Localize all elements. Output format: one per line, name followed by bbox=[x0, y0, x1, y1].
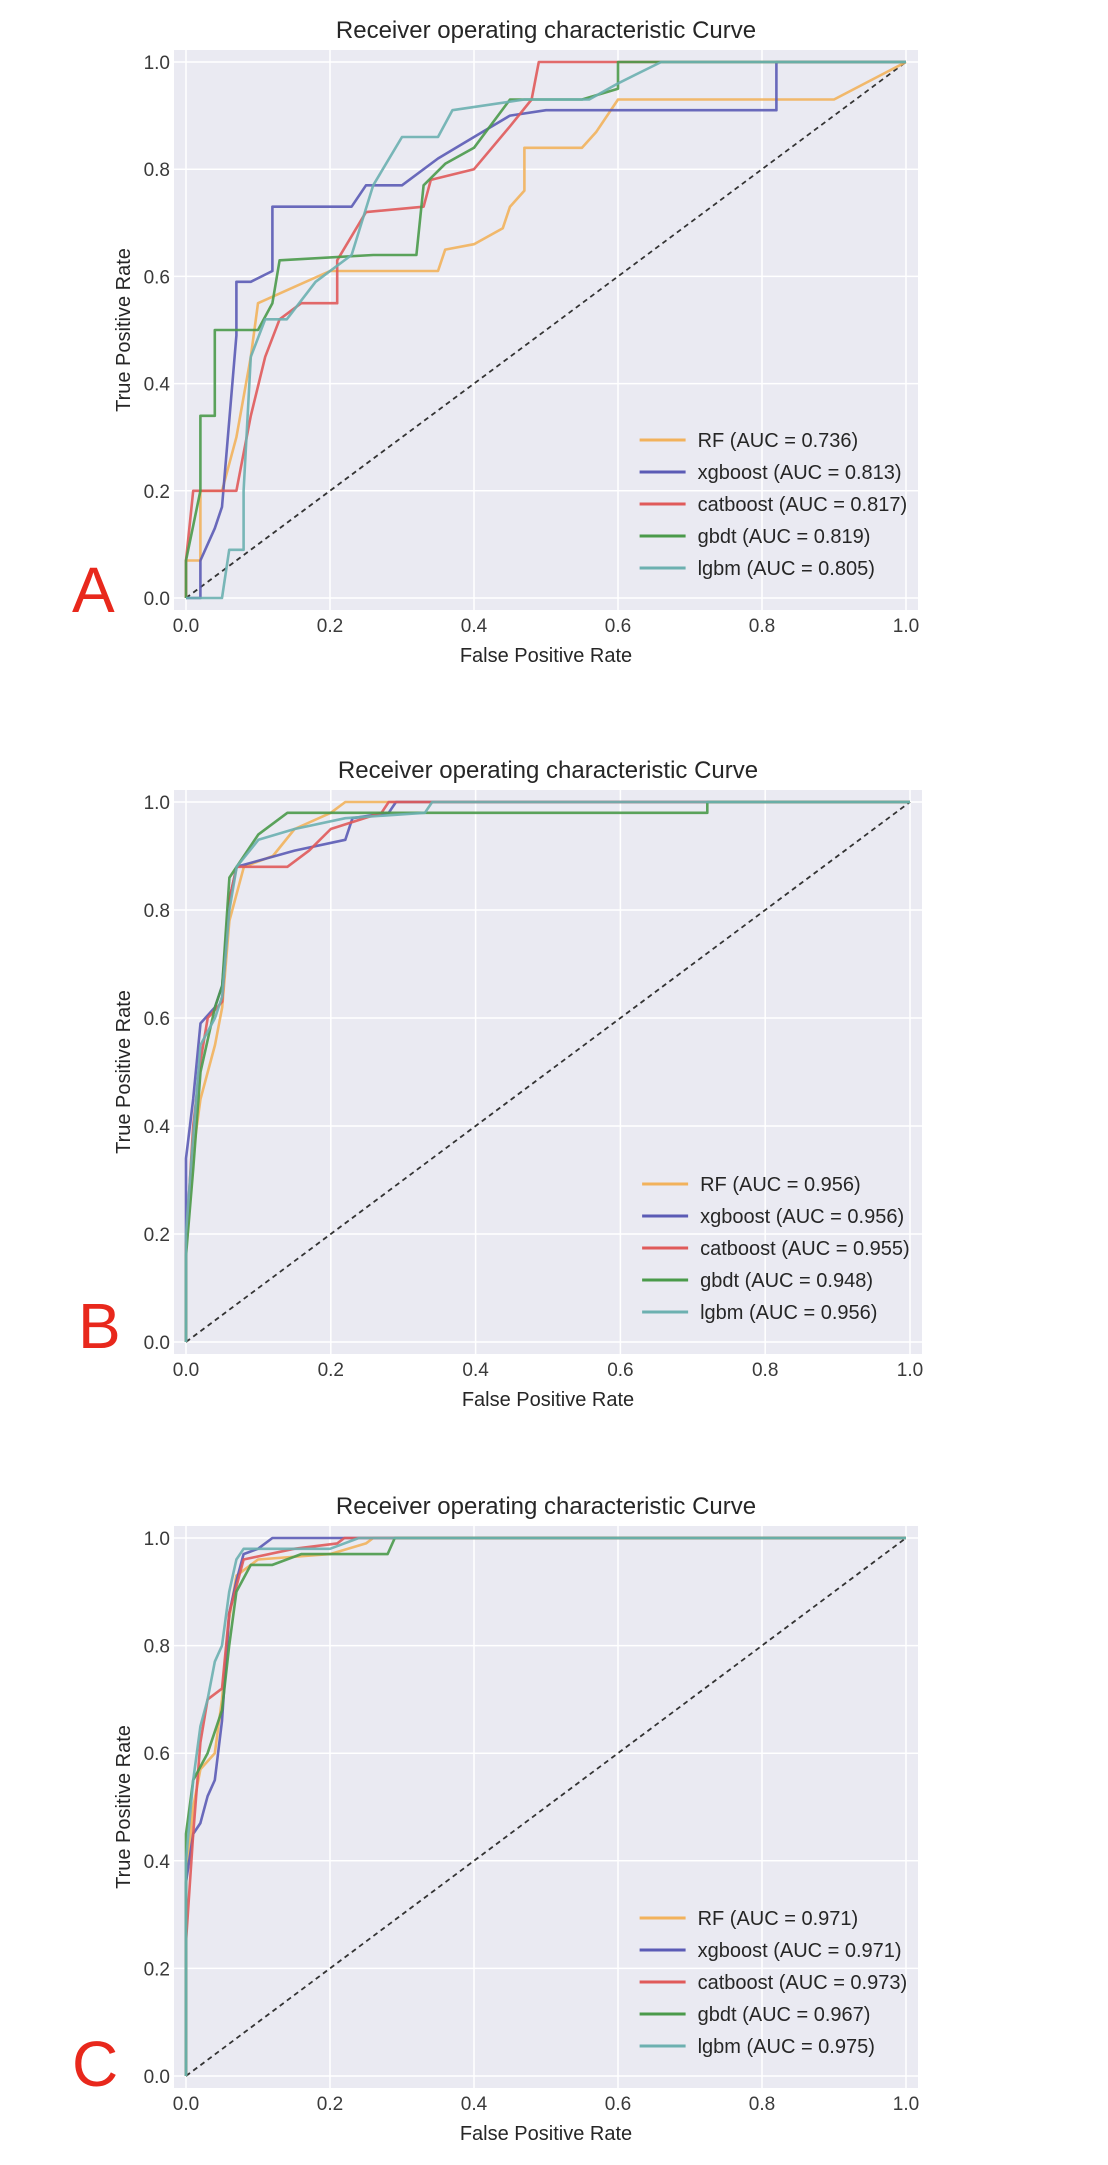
legend: RF (AUC = 0.971) xgboost (AUC = 0.971) cat… bbox=[639, 1908, 908, 2058]
y-tick-label: 0.4 bbox=[144, 1117, 171, 1138]
x-tick-label: 0.2 bbox=[318, 1360, 344, 1381]
y-tick-label: 1.0 bbox=[144, 1529, 170, 1550]
plot-background bbox=[174, 1526, 918, 2088]
legend: RF (AUC = 0.736) xgboost (AUC = 0.813) cat… bbox=[639, 430, 908, 580]
x-tick-label: 0.6 bbox=[605, 2094, 631, 2115]
x-tick-label: 0.4 bbox=[461, 616, 488, 637]
legend-entry-catboost: catboost (AUC = 0.973) bbox=[698, 1972, 908, 1994]
legend-entry-xgboost: xgboost (AUC = 0.971) bbox=[698, 1940, 902, 1962]
y-tick-label: 0.6 bbox=[144, 267, 170, 288]
legend-entry-lgbm: lgbm (AUC = 0.956) bbox=[700, 1302, 877, 1324]
panel-label: B bbox=[78, 1290, 121, 1362]
legend-entry-RF: RF (AUC = 0.736) bbox=[698, 430, 859, 452]
legend-entry-gbdt: gbdt (AUC = 0.819) bbox=[698, 526, 871, 548]
legend-entry-catboost: catboost (AUC = 0.955) bbox=[700, 1238, 910, 1260]
y-tick-label: 0.4 bbox=[144, 1852, 171, 1873]
roc-panel-a: 0.0 0.2 0.4 0.6 0.8 1.0 0.0 0.2 0.4 0.6 0.8 1.0 Rece… bbox=[72, 17, 919, 667]
x-tick-label: 0.2 bbox=[317, 2094, 343, 2115]
legend-entry-lgbm: lgbm (AUC = 0.975) bbox=[698, 2036, 875, 2058]
chart-title: Receiver operating characteristic Curve bbox=[336, 17, 756, 44]
x-axis-label: False Positive Rate bbox=[460, 2123, 632, 2145]
chart-title: Receiver operating characteristic Curve bbox=[338, 757, 758, 784]
chance-diagonal-line bbox=[185, 801, 911, 1343]
roc-line-catboost bbox=[184, 60, 906, 598]
plot-background bbox=[174, 50, 918, 610]
y-tick-label: 1.0 bbox=[144, 53, 170, 74]
roc-panel-b: 0.0 0.2 0.4 0.6 0.8 1.0 0.0 0.2 0.4 0.6 0.8 1.0 Rece… bbox=[78, 757, 923, 1411]
y-tick-label: 0.8 bbox=[144, 901, 170, 922]
roc-line-lgbm bbox=[184, 800, 910, 1342]
roc-line-xgboost bbox=[186, 60, 906, 600]
legend-entry-xgboost: xgboost (AUC = 0.813) bbox=[698, 462, 902, 484]
roc-line-lgbm bbox=[186, 60, 906, 600]
x-tick-label: 0.8 bbox=[749, 616, 775, 637]
x-tick-label: 1.0 bbox=[893, 2094, 919, 2115]
x-tick-label: 0.4 bbox=[462, 1360, 489, 1381]
panel-label: A bbox=[72, 554, 115, 626]
legend-entry-RF: RF (AUC = 0.971) bbox=[698, 1908, 859, 1930]
y-axis-label: True Positive Rate bbox=[113, 1725, 135, 1889]
legend: RF (AUC = 0.956) xgboost (AUC = 0.956) cat… bbox=[642, 1174, 910, 1324]
y-tick-label: 0.4 bbox=[144, 375, 171, 396]
y-tick-label: 0.6 bbox=[144, 1009, 170, 1030]
roc-line-catboost bbox=[184, 1536, 906, 2076]
y-tick-label: 0.8 bbox=[144, 1637, 170, 1658]
y-tick-label: 0.0 bbox=[144, 1333, 170, 1354]
roc-line-lgbm bbox=[184, 1536, 906, 2076]
x-tick-label: 0.0 bbox=[173, 616, 199, 637]
x-tick-label: 0.8 bbox=[749, 2094, 775, 2115]
y-tick-label: 0.8 bbox=[144, 160, 170, 181]
roc-panel-c: 0.0 0.2 0.4 0.6 0.8 1.0 0.0 0.2 0.4 0.6 0.8 1.0 Rece… bbox=[72, 1493, 919, 2145]
x-axis-label: False Positive Rate bbox=[462, 1389, 634, 1411]
legend-entry-xgboost: xgboost (AUC = 0.956) bbox=[700, 1206, 904, 1228]
legend-entry-lgbm: lgbm (AUC = 0.805) bbox=[698, 558, 875, 580]
y-tick-label: 0.6 bbox=[144, 1744, 170, 1765]
chance-diagonal-line bbox=[185, 61, 907, 599]
panel-label: C bbox=[72, 2028, 118, 2100]
y-tick-label: 0.2 bbox=[144, 1225, 170, 1246]
x-tick-label: 0.2 bbox=[317, 616, 343, 637]
y-tick-label: 1.0 bbox=[144, 793, 170, 814]
x-axis-label: False Positive Rate bbox=[460, 645, 632, 667]
chance-diagonal-line bbox=[185, 1537, 907, 2077]
x-tick-label: 0.6 bbox=[607, 1360, 633, 1381]
legend-entry-catboost: catboost (AUC = 0.817) bbox=[698, 494, 908, 516]
y-tick-label: 0.0 bbox=[144, 2067, 170, 2088]
x-tick-label: 0.0 bbox=[173, 1360, 199, 1381]
legend-entry-gbdt: gbdt (AUC = 0.948) bbox=[700, 1270, 873, 1292]
legend-entry-gbdt: gbdt (AUC = 0.967) bbox=[698, 2004, 871, 2026]
x-tick-label: 0.8 bbox=[752, 1360, 778, 1381]
y-tick-label: 0.0 bbox=[144, 589, 170, 610]
x-tick-label: 1.0 bbox=[897, 1360, 923, 1381]
y-axis-label: True Positive Rate bbox=[113, 248, 135, 412]
x-tick-label: 0.0 bbox=[173, 2094, 199, 2115]
y-axis-label: True Positive Rate bbox=[113, 990, 135, 1154]
y-tick-label: 0.2 bbox=[144, 1959, 170, 1980]
chart-title: Receiver operating characteristic Curve bbox=[336, 1493, 756, 1520]
x-tick-label: 0.4 bbox=[461, 2094, 488, 2115]
x-tick-label: 0.6 bbox=[605, 616, 631, 637]
legend-entry-RF: RF (AUC = 0.956) bbox=[700, 1174, 861, 1196]
x-tick-label: 1.0 bbox=[893, 616, 919, 637]
y-tick-label: 0.2 bbox=[144, 482, 170, 503]
